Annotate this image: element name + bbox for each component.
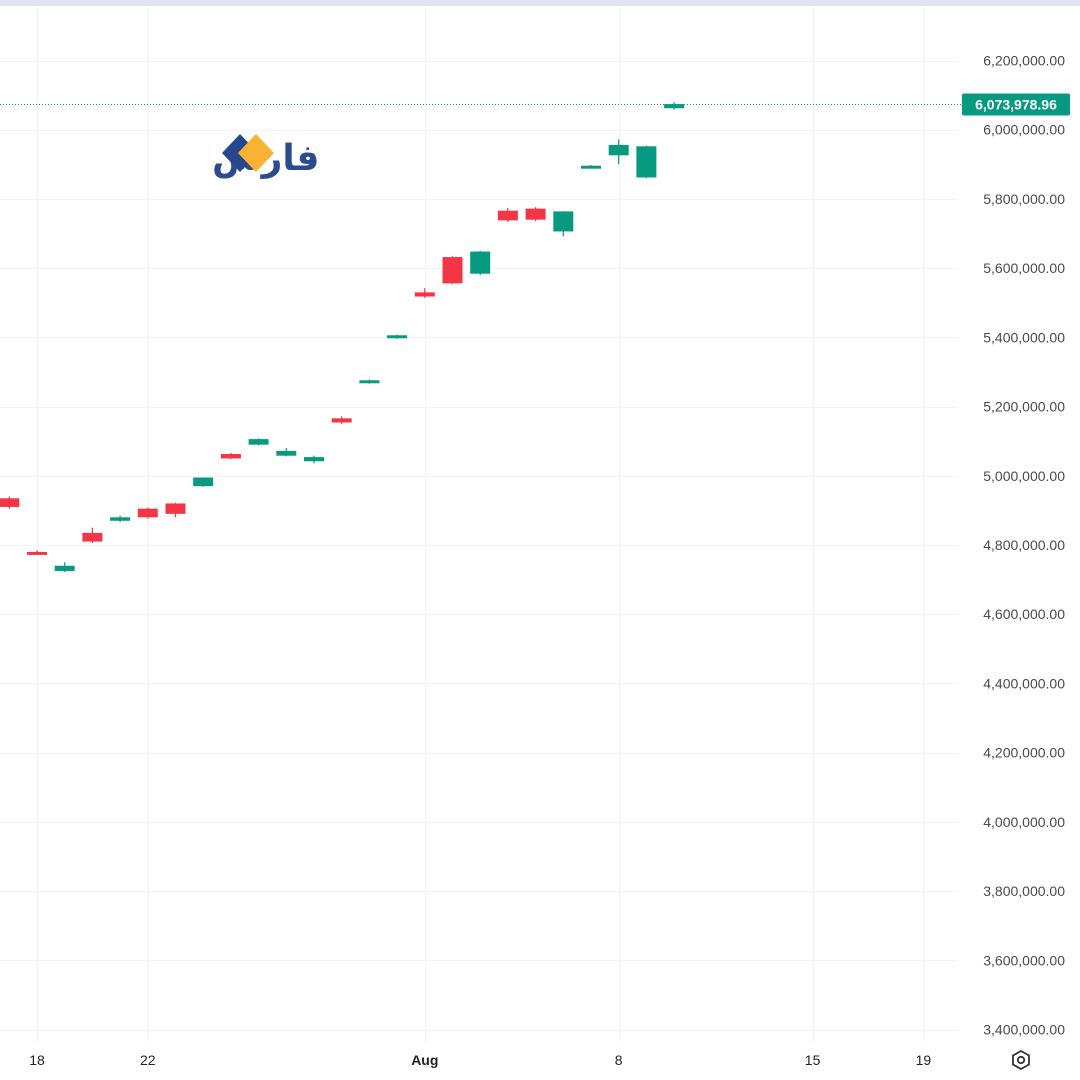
candle bbox=[82, 527, 103, 543]
x-tick-label: Aug bbox=[411, 1052, 438, 1068]
candle bbox=[387, 334, 408, 339]
candle bbox=[553, 211, 574, 237]
logo-diamonds-icon bbox=[222, 134, 274, 172]
candle-body bbox=[137, 508, 158, 518]
x-tick-label: 18 bbox=[29, 1052, 45, 1068]
y-tick-label: 6,200,000.00 bbox=[983, 53, 1065, 69]
settings-button[interactable] bbox=[1009, 1048, 1033, 1072]
y-tick-label: 4,200,000.00 bbox=[983, 745, 1065, 761]
candle-body bbox=[664, 104, 685, 109]
gear-icon[interactable] bbox=[1012, 1049, 1030, 1071]
candle-body bbox=[608, 144, 629, 156]
x-axis: 1822Aug8151925Sep bbox=[29, 1052, 932, 1068]
candle-body bbox=[54, 565, 75, 571]
last-price-tag bbox=[962, 93, 1070, 116]
candle-body bbox=[304, 457, 324, 462]
candle-body bbox=[387, 335, 408, 339]
candle bbox=[193, 477, 214, 487]
candle-body bbox=[414, 292, 435, 297]
candle bbox=[664, 102, 685, 110]
candle bbox=[636, 145, 657, 179]
x-tick-label: 22 bbox=[140, 1052, 156, 1068]
y-tick-label: 5,600,000.00 bbox=[983, 260, 1065, 276]
candle bbox=[581, 165, 601, 169]
last-price-label: 6,073,978.96 bbox=[975, 97, 1057, 113]
y-tick-label: 5,800,000.00 bbox=[983, 191, 1065, 207]
x-tick-label: 19 bbox=[916, 1052, 932, 1068]
candle-body bbox=[553, 211, 574, 232]
candle-body bbox=[636, 146, 657, 178]
candle-body bbox=[497, 210, 518, 221]
candle-body bbox=[276, 450, 297, 456]
candle bbox=[331, 416, 352, 424]
candle bbox=[137, 507, 158, 519]
fars-logo: فارس bbox=[212, 134, 320, 179]
candle-body bbox=[581, 165, 601, 169]
candle bbox=[248, 438, 269, 446]
candle bbox=[110, 515, 131, 523]
y-tick-label: 5,200,000.00 bbox=[983, 399, 1065, 415]
last-price-marker: 6,073,978.96 bbox=[0, 93, 1070, 116]
candle-body bbox=[110, 517, 131, 521]
x-tick-label: 15 bbox=[805, 1052, 821, 1068]
candle bbox=[359, 379, 380, 384]
candle bbox=[470, 250, 491, 276]
candle-body bbox=[525, 208, 546, 220]
candle bbox=[54, 562, 75, 572]
top-border bbox=[0, 0, 1080, 6]
candle-body bbox=[220, 453, 241, 459]
y-tick-label: 3,400,000.00 bbox=[983, 1022, 1065, 1038]
y-tick-label: 4,000,000.00 bbox=[983, 814, 1065, 830]
candle bbox=[276, 448, 297, 457]
candle bbox=[608, 139, 629, 165]
y-tick-label: 4,400,000.00 bbox=[983, 675, 1065, 691]
candle-body bbox=[165, 503, 186, 514]
candle bbox=[497, 207, 518, 222]
candle bbox=[525, 207, 546, 222]
y-tick-label: 4,800,000.00 bbox=[983, 537, 1065, 553]
candle-body bbox=[82, 532, 103, 542]
grid-lines bbox=[0, 6, 958, 1042]
y-tick-label: 3,600,000.00 bbox=[983, 952, 1065, 968]
candle-body bbox=[193, 477, 214, 487]
candle bbox=[165, 502, 186, 518]
y-tick-label: 5,400,000.00 bbox=[983, 329, 1065, 345]
candle-body bbox=[27, 551, 47, 555]
candle-body bbox=[470, 251, 491, 274]
y-tick-label: 6,000,000.00 bbox=[983, 122, 1065, 138]
candle-body bbox=[359, 380, 380, 384]
candle bbox=[27, 550, 47, 555]
candle bbox=[0, 496, 20, 509]
candle-body bbox=[248, 439, 269, 445]
candles bbox=[0, 102, 685, 572]
candle-body bbox=[442, 257, 463, 284]
y-axis: 3,400,000.00 3,600,000.00 3,800,000.00 4,00… bbox=[983, 53, 1065, 1038]
candle bbox=[414, 288, 435, 298]
y-tick-label: 3,800,000.00 bbox=[983, 883, 1065, 899]
x-tick-label: 8 bbox=[615, 1052, 623, 1068]
candle bbox=[220, 452, 241, 460]
candle-body bbox=[331, 418, 352, 423]
candle bbox=[442, 256, 463, 285]
y-tick-label: 5,000,000.00 bbox=[983, 468, 1065, 484]
y-tick-label: 4,600,000.00 bbox=[983, 606, 1065, 622]
candle-body bbox=[0, 498, 20, 507]
candle bbox=[304, 455, 324, 464]
